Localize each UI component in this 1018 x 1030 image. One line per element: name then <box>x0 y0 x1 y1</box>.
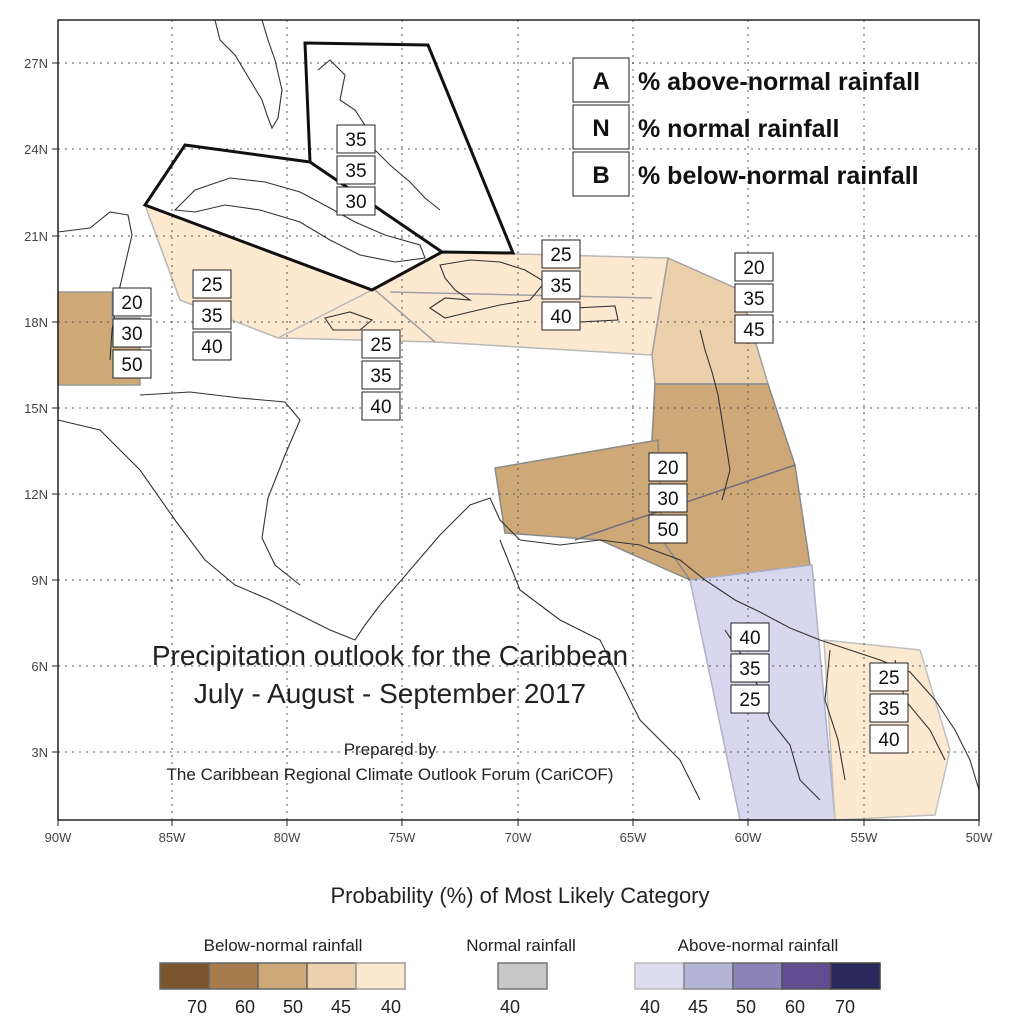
legend-below-label: Below-normal rainfall <box>204 936 363 955</box>
prob-above: 40 <box>739 628 760 649</box>
legend-above-value: 70 <box>835 997 855 1017</box>
prob-above: 25 <box>550 245 571 266</box>
key-text-above: % above-normal rainfall <box>638 68 920 96</box>
legend-swatch <box>684 963 733 989</box>
prob-above: 20 <box>657 458 678 479</box>
prob-above: 25 <box>201 275 222 296</box>
legend-normal-value: 40 <box>500 997 520 1017</box>
lon-tick-label: 90W <box>45 830 72 845</box>
lat-tick-label: 18N <box>24 315 48 330</box>
legend-swatch <box>307 963 356 989</box>
legend-swatch <box>733 963 782 989</box>
legend-above-swatches <box>635 963 880 989</box>
prob-below: 30 <box>345 192 366 213</box>
prob-normal: 35 <box>739 659 760 680</box>
legend-normal-swatch <box>498 963 547 989</box>
prob-above: 20 <box>121 293 142 314</box>
lon-tick-label: 55W <box>851 830 878 845</box>
legend-above-label: Above-normal rainfall <box>678 936 839 955</box>
key-letter-b: B <box>592 162 609 189</box>
lon-tick-label: 65W <box>620 830 647 845</box>
lon-tick-label: 75W <box>389 830 416 845</box>
prob-box-belize: 20 30 50 <box>113 288 151 378</box>
legend-swatch <box>782 963 831 989</box>
prob-below: 45 <box>743 320 764 341</box>
prob-box-caribbean-west: 25 35 40 <box>193 270 231 360</box>
lon-tick-labels: 90W 85W 80W 75W 70W 65W 60W 55W 50W <box>45 830 993 845</box>
legend-below-value: 50 <box>283 997 303 1017</box>
lat-tick-label: 9N <box>31 573 48 588</box>
lon-tick-label: 60W <box>735 830 762 845</box>
legend-swatch <box>635 963 684 989</box>
lat-tick-label: 21N <box>24 229 48 244</box>
legend-swatch <box>160 963 209 989</box>
prob-below: 40 <box>370 397 391 418</box>
legend-above-value: 40 <box>640 997 660 1017</box>
prob-above: 25 <box>370 335 391 356</box>
prob-below: 50 <box>657 520 678 541</box>
prob-box-guyana: 40 35 25 <box>731 623 769 713</box>
legend-above-value: 60 <box>785 997 805 1017</box>
legend-title: Probability (%) of Most Likely Category <box>330 883 709 908</box>
lon-tick-label: 50W <box>966 830 993 845</box>
lat-tick-label: 27N <box>24 56 48 71</box>
prob-normal: 35 <box>743 289 764 310</box>
legend-swatch <box>258 963 307 989</box>
legend-normal-label: Normal rainfall <box>466 936 576 955</box>
legend-below-value: 60 <box>235 997 255 1017</box>
prob-normal: 35 <box>370 366 391 387</box>
key-text-normal: % normal rainfall <box>638 115 839 143</box>
prob-normal: 35 <box>345 161 366 182</box>
prob-above: 35 <box>345 130 366 151</box>
prob-box-jamaica: 25 35 40 <box>362 330 400 420</box>
legend-below-swatches <box>160 963 405 989</box>
lat-tick-label: 15N <box>24 401 48 416</box>
lon-tick-label: 80W <box>274 830 301 845</box>
prob-below: 40 <box>201 337 222 358</box>
lat-tick-label: 6N <box>31 659 48 674</box>
key-letter-a: A <box>592 68 609 95</box>
organization-label: The Caribbean Regional Climate Outlook F… <box>167 765 614 784</box>
prob-normal: 30 <box>121 324 142 345</box>
legend-swatch <box>831 963 880 989</box>
lat-tick-label: 24N <box>24 142 48 157</box>
prob-above: 25 <box>878 668 899 689</box>
key-letter-n: N <box>592 115 609 142</box>
prob-box-hispaniola-pr: 25 35 40 <box>542 240 580 330</box>
prepared-by-label: Prepared by <box>344 740 437 759</box>
lon-tick-label: 85W <box>159 830 186 845</box>
prob-below: 40 <box>878 730 899 751</box>
legend-above-value: 50 <box>736 997 756 1017</box>
prob-above: 20 <box>743 258 764 279</box>
prob-below: 40 <box>550 307 571 328</box>
prob-normal: 35 <box>878 699 899 720</box>
lat-tick-label: 12N <box>24 487 48 502</box>
lat-tick-label: 3N <box>31 745 48 760</box>
legend-below-value: 70 <box>187 997 207 1017</box>
prob-normal: 30 <box>657 489 678 510</box>
prob-box-suriname-fg: 25 35 40 <box>870 663 908 753</box>
prob-below: 50 <box>121 355 142 376</box>
legend-swatch <box>209 963 258 989</box>
prob-box-bahamas-cuba: 35 35 30 <box>337 125 375 215</box>
prob-normal: 35 <box>201 306 222 327</box>
lon-tick-label: 70W <box>505 830 532 845</box>
map-title: Precipitation outlook for the Caribbean <box>152 640 628 671</box>
legend-above-value: 45 <box>688 997 708 1017</box>
prob-box-windward: 20 30 50 <box>649 453 687 543</box>
prob-normal: 35 <box>550 276 571 297</box>
prob-below: 25 <box>739 690 760 711</box>
lat-tick-labels: 27N 24N 21N 18N 15N 12N 9N 6N 3N <box>24 56 48 760</box>
legend-below-value: 45 <box>331 997 351 1017</box>
legend-swatch <box>356 963 405 989</box>
key-text-below: % below-normal rainfall <box>638 162 919 190</box>
legend-below-value: 40 <box>381 997 401 1017</box>
map-subtitle: July - August - September 2017 <box>194 678 586 709</box>
prob-box-leeward: 20 35 45 <box>735 253 773 343</box>
